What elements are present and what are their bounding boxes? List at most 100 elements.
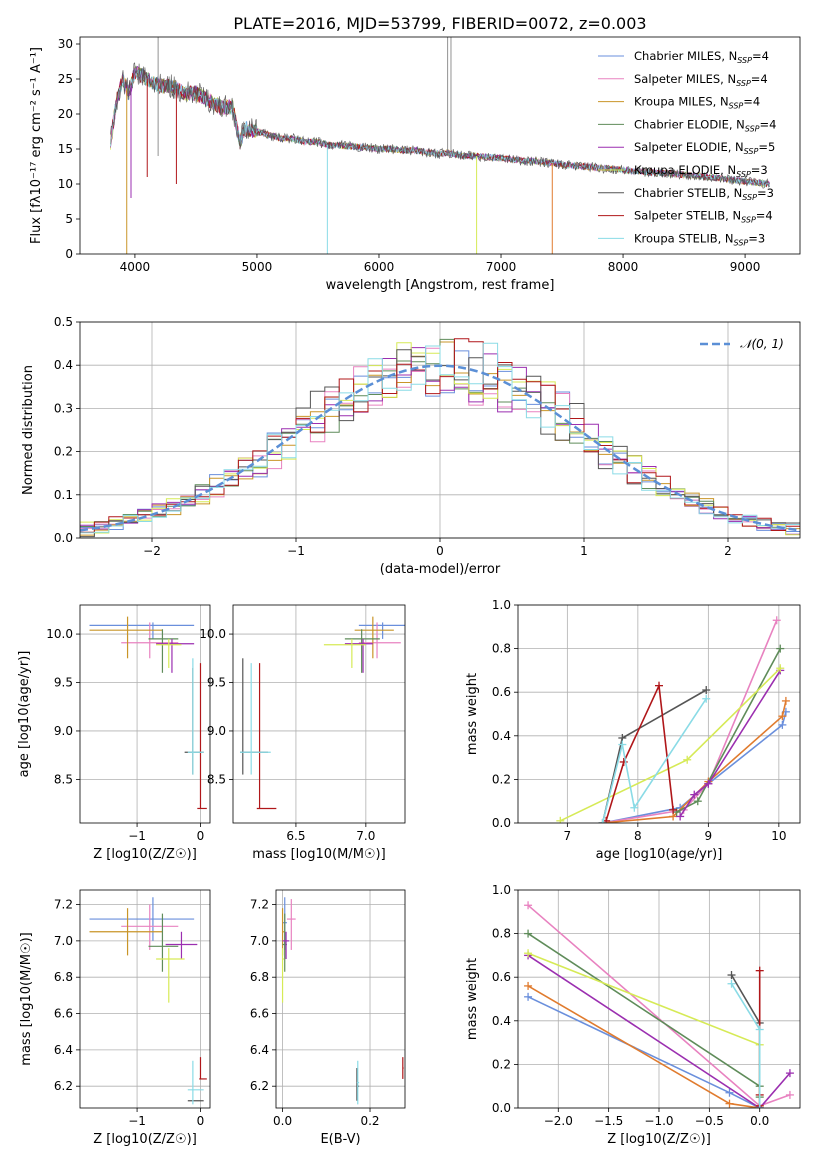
- x-axis-label: Z [log10(Z/Z☉)]: [93, 847, 197, 862]
- errorbar-point: [281, 948, 284, 1003]
- weight-line-8: [601, 698, 707, 823]
- y-tick-label: 0.5: [54, 315, 73, 329]
- axes-frame: [79, 889, 211, 1109]
- axes-frame: [275, 889, 406, 1109]
- errorbar-point: [239, 663, 271, 775]
- y-axis-label: mass weight: [465, 673, 480, 755]
- weight-line-5: [527, 952, 761, 1106]
- weight-line-4: [679, 669, 781, 817]
- y-tick-label: 0.4: [492, 1014, 511, 1028]
- y-tick-label: 7.2: [54, 898, 73, 912]
- y-tick-label: 8.5: [207, 772, 226, 786]
- errorbar-point: [286, 899, 296, 950]
- y-tick-label: 10.0: [199, 627, 226, 641]
- weight-marker: [618, 740, 627, 749]
- grid: [276, 890, 405, 1108]
- x-tick-label: 0.0: [273, 1114, 292, 1128]
- plot-area: [110, 37, 770, 254]
- axes-frame: [79, 36, 801, 255]
- x-tick-label: 1: [580, 544, 588, 558]
- weight-line-3: [527, 932, 761, 1098]
- weight-line-8: [730, 983, 761, 1108]
- spectrum-line-8: [110, 68, 770, 188]
- panel-mass-vs-EBV: 0.0 0.2 6.2 6.4 6.6 6.8 7.0 7.2 E(B-V): [250, 889, 406, 1147]
- x-tick-label: 6000: [364, 260, 395, 274]
- x-tick-label: −1.0: [644, 1114, 673, 1128]
- x-axis-label: wavelength [Angstrom, rest frame]: [326, 278, 555, 293]
- x-axis-label: E(B-V): [320, 1132, 360, 1147]
- x-tick-label: −1.5: [594, 1114, 623, 1128]
- y-tick-label: 0.0: [492, 1101, 511, 1115]
- x-tick-label: 6.5: [286, 829, 305, 843]
- y-tick-label: 0.6: [492, 685, 511, 699]
- errorbar-point: [282, 931, 290, 960]
- x-tick-label: 0.2: [360, 1114, 379, 1128]
- y-tick-label: 6.8: [54, 970, 73, 984]
- x-tick-label: 7.0: [356, 829, 375, 843]
- weight-line-6: [730, 974, 761, 1108]
- weight-marker: [725, 1088, 734, 1097]
- errorbar-point: [156, 638, 195, 673]
- gaussian-curve: [80, 364, 800, 532]
- y-tick-label: 6.6: [54, 1007, 73, 1021]
- y-tick-label: 25: [58, 72, 73, 86]
- weight-marker: [755, 1104, 764, 1108]
- errorbar-point: [121, 622, 179, 659]
- y-tick-label: 0.1: [54, 488, 73, 502]
- spectrum-line-6: [110, 62, 770, 189]
- x-tick-label: 7: [564, 829, 572, 843]
- weight-marker: [702, 686, 711, 695]
- errorbar-point: [165, 931, 198, 960]
- weight-marker: [524, 901, 533, 910]
- x-tick-label: 4000: [120, 260, 151, 274]
- plot-area: [281, 897, 404, 1105]
- errorbar-point: [187, 1060, 204, 1105]
- y-tick-label: 5: [65, 212, 73, 226]
- y-tick-label: 9.5: [54, 676, 73, 690]
- hist-series-8: [80, 342, 800, 534]
- y-tick-label: 15: [58, 142, 73, 156]
- axes-frame: [517, 889, 801, 1109]
- x-tick-label: 0: [197, 829, 205, 843]
- errorbar-point: [121, 904, 179, 950]
- panel-age-vs-Z: −1 0 8.5 9.0 9.5 10.0 Z [log10(Z/Z☉)] age [log1…: [17, 604, 211, 862]
- weight-marker: [776, 664, 785, 673]
- y-tick-label: 6.4: [250, 1043, 269, 1057]
- weight-line-0: [527, 996, 761, 1108]
- x-tick-label: −0.5: [695, 1114, 724, 1128]
- weight-line-7: [605, 682, 674, 822]
- y-tick-label: 0.2: [492, 1057, 511, 1071]
- x-tick-label: −1: [287, 544, 305, 558]
- errorbar-point: [148, 913, 179, 972]
- weight-marker: [702, 694, 711, 703]
- legend-entry: 𝒩(0, 1): [740, 337, 784, 351]
- axes-frame: [79, 604, 211, 824]
- x-tick-label: −2.0: [544, 1114, 573, 1128]
- x-axis-label: Z [log10(Z/Z☉)]: [93, 1132, 197, 1147]
- weight-marker: [676, 812, 685, 821]
- y-tick-label: 1.0: [492, 883, 511, 897]
- legend-entry: Salpeter STELIB, NSSP=4: [634, 209, 773, 225]
- errorbar-point: [356, 1060, 360, 1105]
- panel-spectrum: 4000 5000 6000 7000 8000 9000 0 5 10 15 20 25 30 wave…: [29, 36, 801, 293]
- errorbar-point: [239, 658, 268, 775]
- errorbar-point: [256, 663, 277, 810]
- y-tick-label: 9.0: [207, 724, 226, 738]
- grid: [518, 604, 800, 824]
- y-tick-label: 6.2: [250, 1079, 269, 1093]
- weight-marker: [524, 981, 533, 990]
- x-tick-label: −1: [128, 829, 146, 843]
- weight-marker: [781, 696, 790, 705]
- legend: Chabrier MILES, NSSP=4 Salpeter MILES, NS…: [598, 49, 776, 247]
- errorbar-point: [323, 638, 366, 668]
- weight-marker: [772, 616, 781, 625]
- y-tick-label: 6.6: [250, 1007, 269, 1021]
- y-tick-label: 6.4: [54, 1043, 73, 1057]
- errorbar-point: [354, 616, 394, 659]
- errorbar-point: [148, 629, 179, 673]
- y-tick-label: 10: [58, 177, 73, 191]
- panel-mass-vs-Z: −1 0 6.2 6.4 6.6 6.8 7.0 7.2 Z [log10(Z/Z☉)] mass…: [19, 889, 211, 1147]
- panel-age-vs-mass: 6.5 7.0 8.5 9.0 9.5 10.0 mass [log10(M/M☉)]: [199, 604, 406, 862]
- plot-area: [80, 338, 800, 538]
